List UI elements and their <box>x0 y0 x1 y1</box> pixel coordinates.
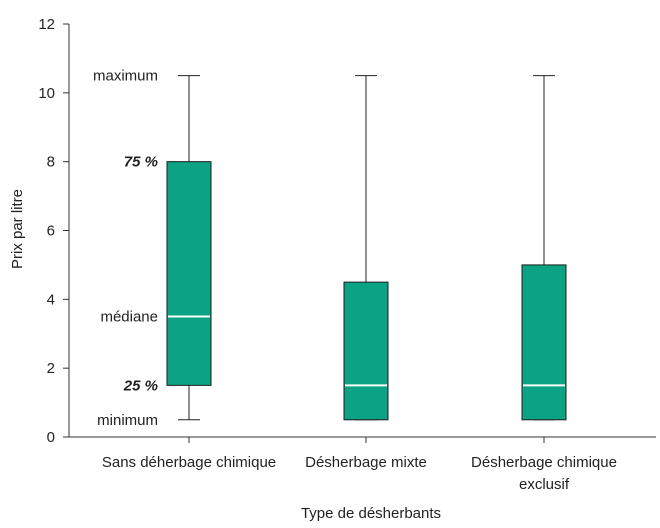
category-labels: Sans déherbage chimique Désherbage mixte D… <box>102 454 617 493</box>
annotation-label: maximum <box>93 68 158 85</box>
category-label: Désherbage chimique <box>471 454 617 471</box>
annotation-label: 75 % <box>124 154 158 171</box>
category-label: Désherbage mixte <box>305 454 427 471</box>
box-group <box>521 75 567 421</box>
box-iqr <box>166 161 212 386</box>
annotation-label: minimum <box>97 412 158 429</box>
y-tick-label: 8 <box>47 154 55 171</box>
category-label: exclusif <box>519 476 570 493</box>
annotation-label: médiane <box>100 309 158 326</box>
annotations: maximum 75 % médiane 25 % minimum <box>93 68 158 429</box>
y-tick-label: 2 <box>47 360 55 377</box>
box-iqr <box>343 281 389 421</box>
y-tick-label: 4 <box>47 291 55 308</box>
annotation-label: 25 % <box>123 377 158 394</box>
category-label: Sans déherbage chimique <box>102 454 276 471</box>
x-axis-title: Type de désherbants <box>301 505 441 522</box>
y-axis-title: Prix par litre <box>9 189 26 269</box>
box-group <box>166 75 212 421</box>
boxes <box>166 75 567 421</box>
y-ticks: 0 2 4 6 8 10 12 <box>38 16 69 446</box>
axes: 0 2 4 6 8 10 12 <box>38 16 656 446</box>
box-iqr <box>521 264 567 421</box>
y-tick-label: 10 <box>38 85 55 102</box>
box-group <box>343 75 389 421</box>
x-ticks <box>188 437 545 443</box>
y-tick-label: 6 <box>47 223 55 240</box>
y-tick-label: 0 <box>47 429 55 446</box>
y-tick-label: 12 <box>38 16 55 33</box>
